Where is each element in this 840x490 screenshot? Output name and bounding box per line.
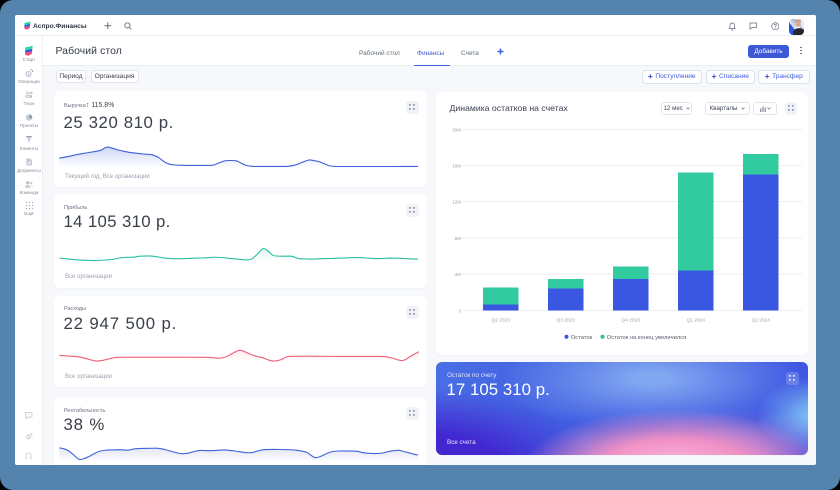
svg-text:20M: 20M: [452, 127, 461, 132]
svg-text:Q3 2023: Q3 2023: [556, 317, 575, 323]
svg-text:16M: 16M: [452, 163, 461, 168]
svg-text:Остаток: Остаток: [571, 334, 593, 340]
svg-text:8M: 8M: [455, 235, 462, 240]
svg-text:4M: 4M: [455, 271, 462, 276]
svg-text:0: 0: [458, 308, 461, 313]
svg-text:Остаток на конец увеличился: Остаток на конец увеличился: [607, 334, 687, 340]
svg-text:Q2 2024: Q2 2024: [751, 317, 770, 323]
svg-text:Q2 2023: Q2 2023: [491, 317, 510, 323]
svg-text:12M: 12M: [452, 199, 461, 204]
svg-text:Q1 2024: Q1 2024: [686, 317, 705, 323]
svg-text:Q4 2023: Q4 2023: [621, 317, 640, 323]
